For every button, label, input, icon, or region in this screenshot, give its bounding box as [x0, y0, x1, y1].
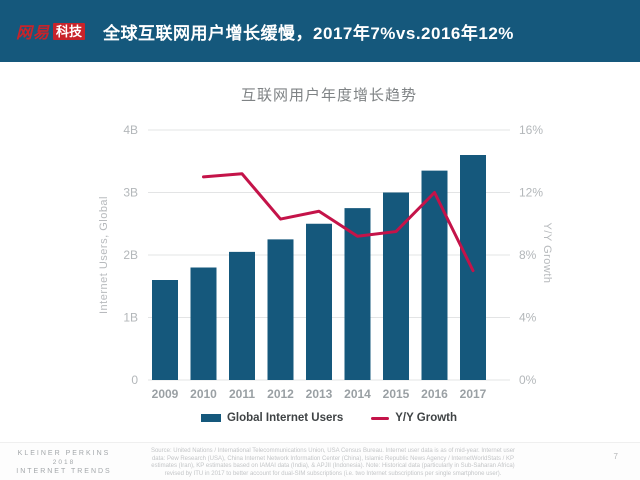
page-number: 7	[613, 452, 618, 461]
x-tick-label-2009: 2009	[152, 387, 179, 401]
y-right-tick-label: 8%	[519, 248, 537, 262]
x-tick-label-2013: 2013	[306, 387, 333, 401]
y-left-tick-label: 3B	[123, 186, 138, 200]
bar-2012	[267, 239, 294, 380]
legend-label-line: Y/Y Growth	[395, 412, 458, 424]
source-line-4: revised by ITU in 2017 to better account…	[164, 470, 502, 477]
x-tick-label-2017: 2017	[460, 387, 487, 401]
y-left-tick-label: 4B	[123, 123, 138, 137]
footer: KLEINER PERKINS 2018 INTERNET TRENDS Sou…	[0, 442, 640, 480]
brand-line-2: 2018	[52, 459, 76, 466]
kleiner-perkins-brand: KLEINER PERKINS 2018 INTERNET TRENDS	[8, 449, 120, 476]
x-tick-label-2015: 2015	[383, 387, 410, 401]
growth-line	[202, 172, 475, 273]
bar-2013	[306, 223, 332, 380]
y-right-tick-label: 16%	[519, 123, 543, 137]
brand-line-3: INTERNET TRENDS	[16, 468, 112, 475]
netease-logo-tech-badge: 科技	[53, 22, 86, 40]
page-title: 全球互联网用户增长缓慢，2017年7%vs.2016年12%	[103, 23, 514, 43]
x-tick-label-2014: 2014	[344, 387, 371, 401]
source-line-3: estimates (Iran), KP estimates based on …	[151, 463, 515, 469]
x-tick-label-2010: 2010	[190, 387, 217, 401]
source-line-2: data: Pew Research (USA), China Internet…	[151, 455, 515, 462]
chart-title: 互联网用户年度增长趋势	[240, 87, 417, 104]
y-right-tick-label: 4%	[519, 311, 537, 325]
y-left-tick-label: 2B	[123, 248, 138, 262]
y-right-tick-label: 12%	[519, 186, 543, 200]
brand-line-1: KLEINER PERKINS	[17, 450, 111, 457]
bar-2016	[421, 170, 448, 380]
x-tick-label-2016: 2016	[421, 387, 448, 401]
line-series-swatch	[371, 416, 390, 420]
y-right-tick-label: 0%	[519, 373, 537, 387]
source-line-1: Source: United Nations / International T…	[150, 448, 516, 454]
y-left-tick-label: 0	[131, 373, 138, 387]
x-tick-label-2011: 2011	[229, 387, 255, 401]
y-axis-title-left: Internet Users, Global	[98, 196, 110, 314]
y-axis-title-right: Y/Y Growth	[541, 222, 553, 284]
y-left-tick-label: 1B	[123, 311, 138, 325]
legend-label-bars: Global Internet Users	[226, 412, 344, 424]
chart-legend: Global Internet Users Y/Y Growth	[148, 409, 510, 427]
bar-2011	[229, 251, 255, 380]
header-bar: 网易 科技 全球互联网用户增长缓慢，2017年7%vs.2016年12%	[0, 0, 640, 62]
legend-item-bars: Global Internet Users	[200, 412, 344, 424]
netease-logo-wordmark: 网易	[16, 25, 51, 42]
bar-series-swatch	[200, 414, 221, 422]
netease-tech-logo: 网易 科技	[16, 19, 86, 43]
source-note: Source: United Nations / International T…	[130, 448, 536, 478]
x-tick-label-2012: 2012	[267, 387, 294, 401]
bar-2009	[152, 280, 178, 380]
legend-item-line: Y/Y Growth	[371, 412, 457, 424]
bar-2010	[190, 267, 217, 380]
